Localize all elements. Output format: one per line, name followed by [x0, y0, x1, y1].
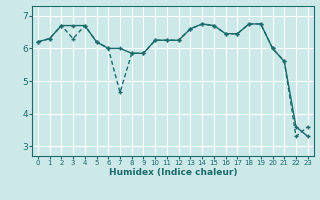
X-axis label: Humidex (Indice chaleur): Humidex (Indice chaleur) — [108, 168, 237, 177]
